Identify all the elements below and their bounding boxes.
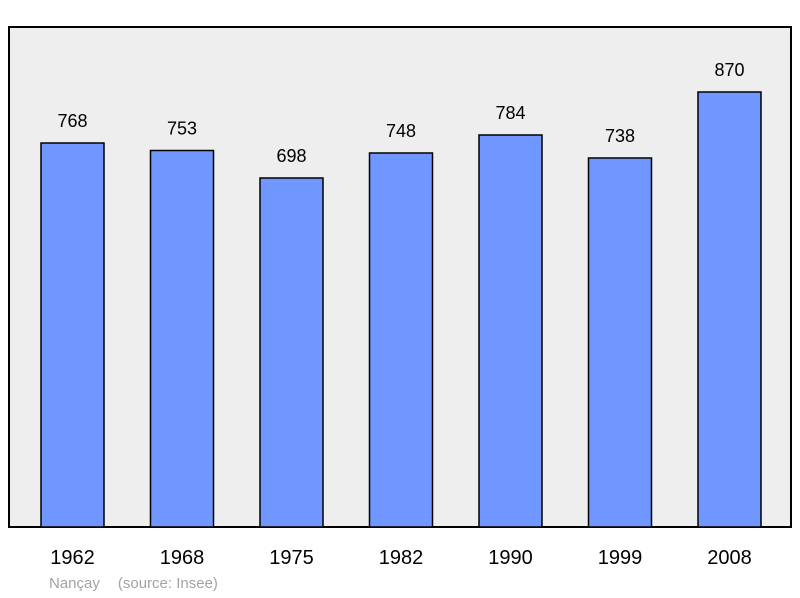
value-label-1990: 784	[495, 103, 525, 123]
bar-2008	[697, 91, 762, 528]
x-tick-label-1982: 1982	[379, 547, 424, 569]
bar-1999	[587, 157, 653, 528]
x-tick-label-1962: 1962	[50, 547, 95, 569]
value-label-1975: 698	[276, 146, 306, 166]
x-tick-label-1990: 1990	[488, 547, 533, 569]
bars-group	[40, 91, 762, 528]
bar-1968	[149, 149, 215, 528]
value-labels-group: 768 753 698 748 784 738 870	[57, 60, 744, 166]
x-tick-label-2008: 2008	[707, 547, 752, 569]
value-label-1968: 753	[167, 119, 197, 139]
value-label-2008: 870	[714, 60, 744, 80]
bar-1990	[478, 134, 543, 528]
x-tick-label-1968: 1968	[160, 547, 205, 569]
value-label-1982: 748	[386, 121, 416, 141]
bar-1982	[368, 152, 434, 528]
bar-1962	[40, 142, 105, 528]
value-label-1999: 738	[605, 126, 635, 146]
x-tick-labels-group: 1962 1968 1975 1982 1990 1999 2008	[50, 547, 752, 569]
value-label-1962: 768	[57, 111, 87, 131]
source-note: (source: Insee)	[117, 575, 218, 592]
bar-1975	[259, 177, 324, 528]
x-tick-label-1999: 1999	[598, 547, 643, 569]
chart-footer: Nançay (source: Insee)	[49, 575, 218, 592]
x-tick-label-1975: 1975	[269, 547, 314, 569]
place-name: Nançay	[49, 575, 100, 592]
